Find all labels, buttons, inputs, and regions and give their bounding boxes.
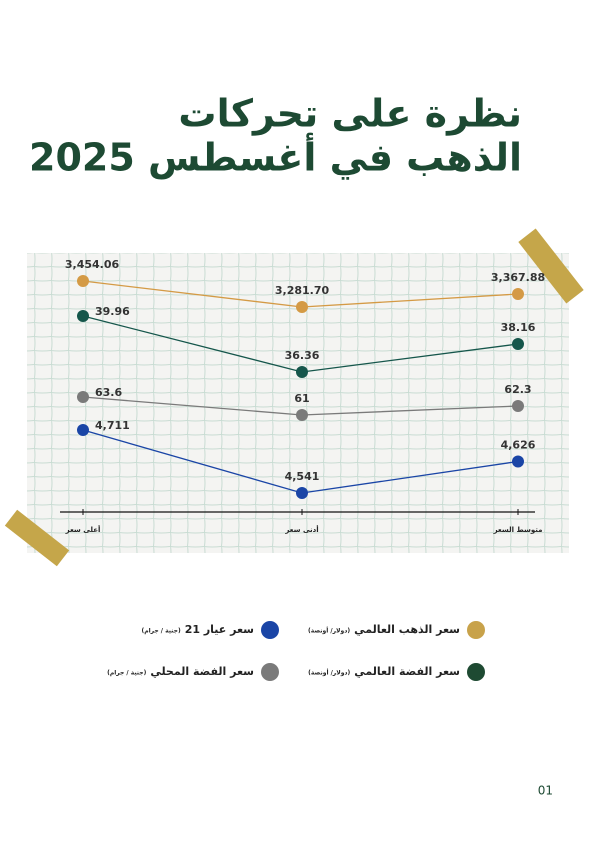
legend-marker: [261, 663, 279, 681]
data-label: 63.6: [95, 386, 122, 399]
data-label: 3,281.70: [275, 284, 330, 297]
tape: [518, 228, 584, 304]
legend-unit: (دولار/ أونصة): [308, 627, 350, 635]
point: [512, 455, 524, 468]
legend-marker: [467, 663, 485, 681]
legend-marker: [467, 621, 485, 639]
tape: [4, 509, 70, 567]
data-label: 3,367.88: [491, 271, 545, 284]
point: [77, 424, 89, 436]
title-line: الذهب في أغسطس 2025: [29, 133, 522, 180]
point: [512, 338, 524, 350]
point: [296, 301, 308, 313]
legend-label: سعر الفضة المحلي: [150, 665, 254, 678]
data-label: 3,454.06: [65, 258, 120, 271]
data-label: 36.36: [285, 349, 320, 362]
x-tick-label: أعلى سعر: [65, 525, 101, 534]
x-tick-label: متوسط السعر: [493, 526, 543, 534]
legend-label: سعر عيار 21: [185, 623, 254, 636]
data-label: 39.96: [95, 305, 130, 318]
legend-marker: [261, 621, 279, 639]
point: [296, 409, 308, 421]
legend-unit: (جنية / جرام): [141, 628, 181, 635]
data-label: 61: [294, 392, 309, 405]
data-label: 4,711: [95, 419, 130, 432]
point: [512, 400, 524, 412]
point: [77, 275, 89, 287]
point: [77, 310, 89, 322]
data-label: 4,626: [501, 439, 536, 452]
data-label: 62.3: [504, 383, 531, 396]
x-tick-label: أدنى سعر: [284, 525, 318, 534]
data-label: 38.16: [501, 321, 536, 334]
point: [77, 391, 89, 403]
legend-label: سعر الذهب العالمي: [354, 623, 460, 636]
data-label: 4,541: [285, 470, 320, 483]
point: [296, 366, 308, 378]
legend-label: سعر الفضة العالمي: [354, 665, 460, 678]
legend-unit: (دولار/ أونصة): [308, 669, 350, 677]
page-number: 01: [538, 784, 553, 798]
point: [512, 288, 524, 300]
title-line: نظرة على تحركات: [178, 92, 522, 136]
legend-unit: (جنية / جرام): [107, 670, 147, 677]
point: [296, 487, 308, 499]
